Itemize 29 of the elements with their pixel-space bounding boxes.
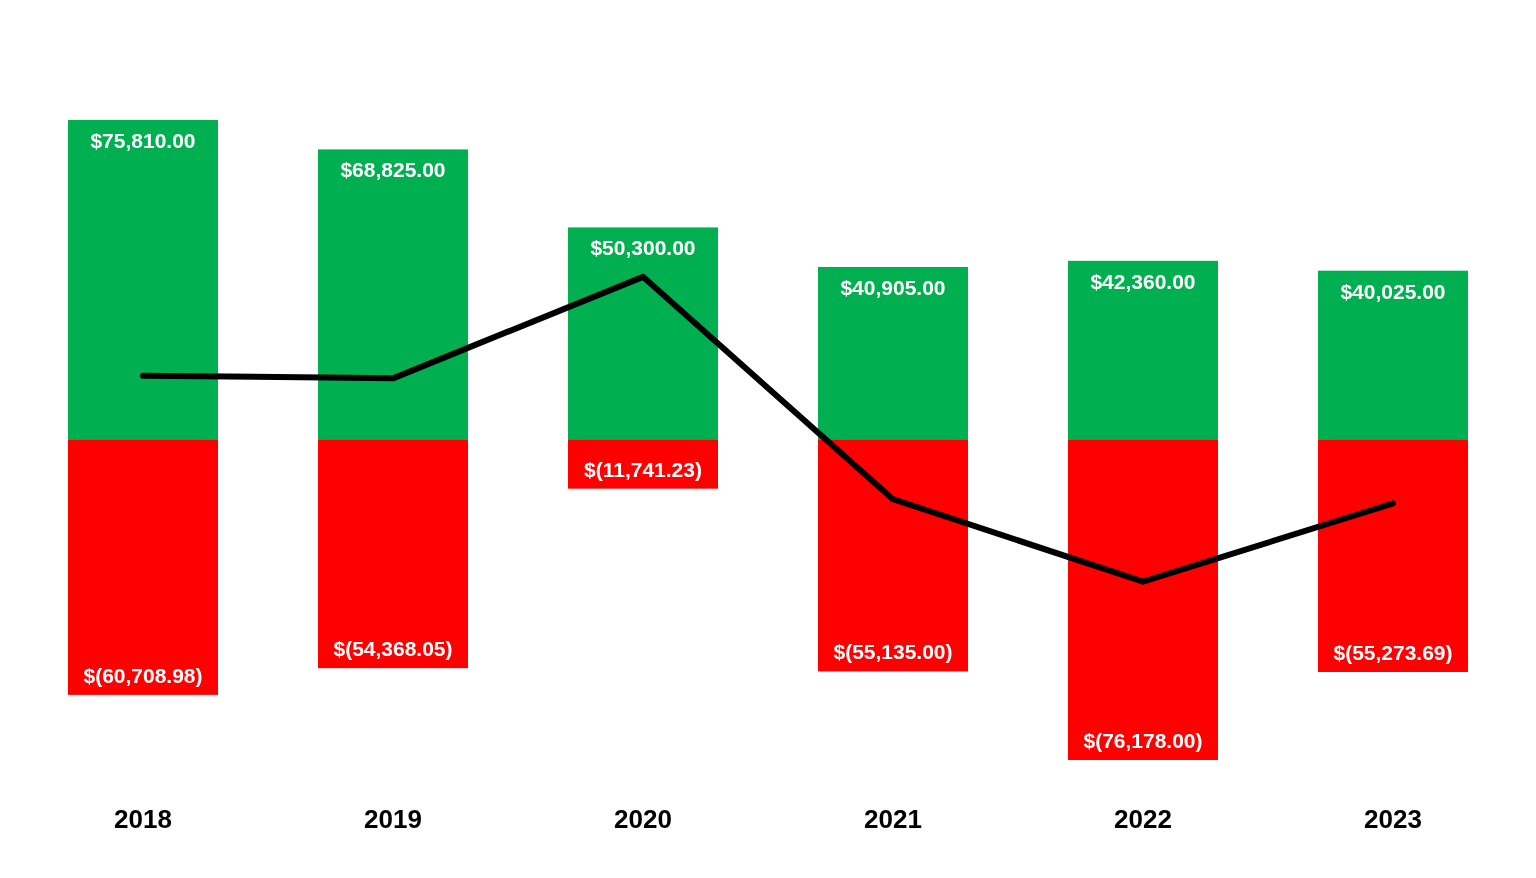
data-label: $40,905.00 [840, 275, 946, 299]
x-tick-label: 2018 [114, 804, 172, 834]
data-label: $(55,273.69) [1333, 640, 1453, 664]
data-label: $(11,741.23) [584, 457, 702, 481]
data-label: $(76,178.00) [1083, 729, 1203, 752]
bar [818, 439, 968, 672]
x-tick-label: 2019 [364, 804, 422, 834]
bar [1318, 270, 1468, 440]
data-label: $(54,368.05) [333, 637, 453, 661]
bar [318, 149, 468, 440]
data-label: $(60,708.98) [83, 663, 203, 687]
x-tick-label: 2021 [864, 804, 922, 834]
data-label: $75,810.00 [90, 129, 196, 152]
x-tick-label: 2020 [614, 804, 672, 834]
bar [1068, 260, 1218, 440]
bar [68, 120, 218, 440]
bar [818, 266, 968, 440]
x-tick-label: 2022 [1114, 804, 1172, 834]
data-label: $68,825.00 [340, 158, 446, 182]
bar [68, 439, 218, 695]
bar [1068, 439, 1218, 760]
data-label: $(55,135.00) [833, 640, 953, 664]
data-label: $50,300.00 [590, 236, 696, 260]
bar [318, 439, 468, 669]
bar [568, 227, 718, 440]
data-label: $40,025.00 [1340, 279, 1446, 303]
data-label: $42,360.00 [1090, 269, 1196, 293]
bar [1318, 439, 1468, 672]
x-tick-label: 2023 [1364, 804, 1422, 834]
